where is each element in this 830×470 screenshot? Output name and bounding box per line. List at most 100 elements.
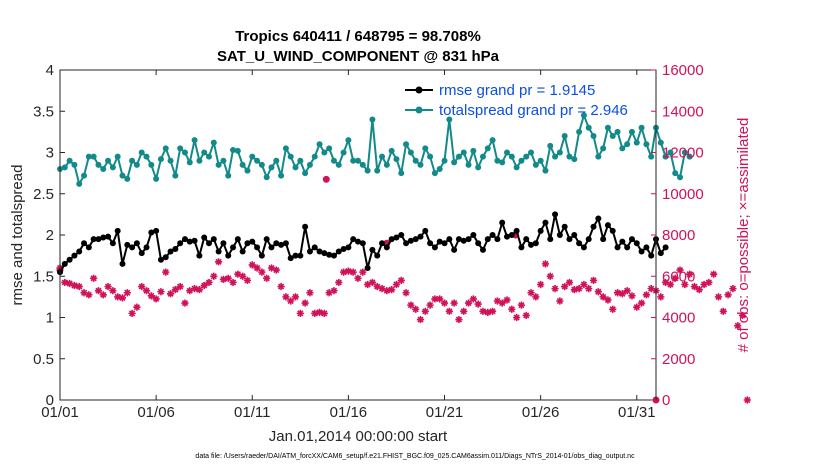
obs-assimilated-marker [243,276,252,284]
obs-assimilated-marker [700,280,708,289]
rmse-point [196,252,203,259]
rmse-point [225,252,232,259]
rmse-point [379,240,386,247]
totalspread-point [239,161,246,168]
rmse-point [177,240,184,247]
right-tick-label: 10000 [662,186,704,203]
rmse-point [460,237,467,244]
obs-assimilated-marker [152,295,160,303]
totalspread-point [249,153,256,160]
totalspread-point [181,149,188,156]
rmse-point [600,236,607,243]
obs-assimilated-marker [613,289,622,297]
obs-assimilated-marker [301,299,309,307]
obs-assimilated-marker [585,285,593,293]
rmse-point [114,227,121,234]
rmse-point [287,255,294,262]
left-tick-label: 4 [46,62,54,79]
rmse-point [552,211,559,218]
totalspread-point [479,153,486,160]
totalspread-point [76,180,83,187]
rmse-point [181,236,188,243]
rmse-point [528,241,535,248]
totalspread-point [143,153,150,160]
rmse-point [148,229,155,236]
totalspread-point [148,161,155,168]
obs-assimilated-marker [710,270,718,278]
totalspread-point [335,161,342,168]
rmse-point [355,238,361,245]
totalspread-point [542,167,549,174]
obs-possible-marker [322,175,330,183]
rmse-point [388,236,395,243]
obs-assimilated-marker [215,258,223,266]
totalspread-point [590,133,597,139]
totalspread-point [667,149,674,156]
obs-assimilated-marker [70,281,79,290]
legend-spread-label: totalspread grand pr = 2.946 [439,102,628,119]
totalspread-point [475,164,482,171]
obs-assimilated-marker [234,270,242,278]
obs-assimilated-marker [657,293,665,301]
obs-assimilated-marker [75,282,83,291]
totalspread-point [124,175,131,182]
totalspread-point [114,153,121,160]
totalspread-point [66,157,73,164]
rmse-point [537,227,544,234]
totalspread-point [201,149,208,156]
legend-rmse-label: rmse grand pr = 1.9145 [439,82,595,99]
rmse-point [340,246,347,253]
obs-assimilated-marker [676,266,684,274]
rmse-point [513,227,520,234]
rmse-point [105,233,112,240]
totalspread-point [133,161,140,168]
rmse-point [133,240,140,247]
rmse-point [335,248,342,255]
totalspread-point [383,161,390,168]
totalspread-point [600,145,607,152]
totalspread-point [604,124,611,131]
obs-assimilated-marker [738,311,747,320]
totalspread-point [407,149,414,156]
rmse-point [153,227,160,234]
obs-assimilated-marker [647,285,655,293]
totalspread-point [345,137,352,144]
rmse-point [278,241,285,248]
obs-assimilated-marker [589,276,598,284]
totalspread-point [109,164,116,171]
obs-assimilated-marker [176,282,184,291]
totalspread-point [672,170,679,177]
rmse-point [119,260,126,267]
totalspread-point [431,170,438,177]
obs-assimilated-marker [195,286,203,294]
obs-assimilated-marker [296,309,304,317]
obs-assimilated-marker [325,289,333,297]
totalspread-point [263,174,270,181]
obs-assimilated-marker [719,307,727,315]
totalspread-point [508,153,515,160]
obs-assimilated-marker [618,290,626,298]
rmse-point [61,260,68,267]
totalspread-point [81,172,88,179]
totalspread-point [561,133,568,139]
obs-assimilated-marker [416,315,425,324]
obs-assimilated-marker [397,276,405,284]
rmse-point [518,244,525,251]
totalspread-point [528,149,535,156]
rmse-point [383,244,390,251]
rmse-point [109,240,116,247]
totalspread-point [681,149,688,156]
rmse-point [66,256,73,263]
obs-assimilated-marker [354,274,362,282]
totalspread-point [571,156,578,163]
totalspread-point [162,145,169,152]
rmse-point [412,236,419,243]
rmse-point [90,236,97,243]
obs-assimilated-marker [364,280,372,289]
totalspread-point [609,133,616,139]
rmse-point [441,240,448,247]
totalspread-point [518,157,525,164]
rmse-point [95,236,102,243]
totalspread-point [105,157,112,164]
rmse-point [129,244,136,251]
